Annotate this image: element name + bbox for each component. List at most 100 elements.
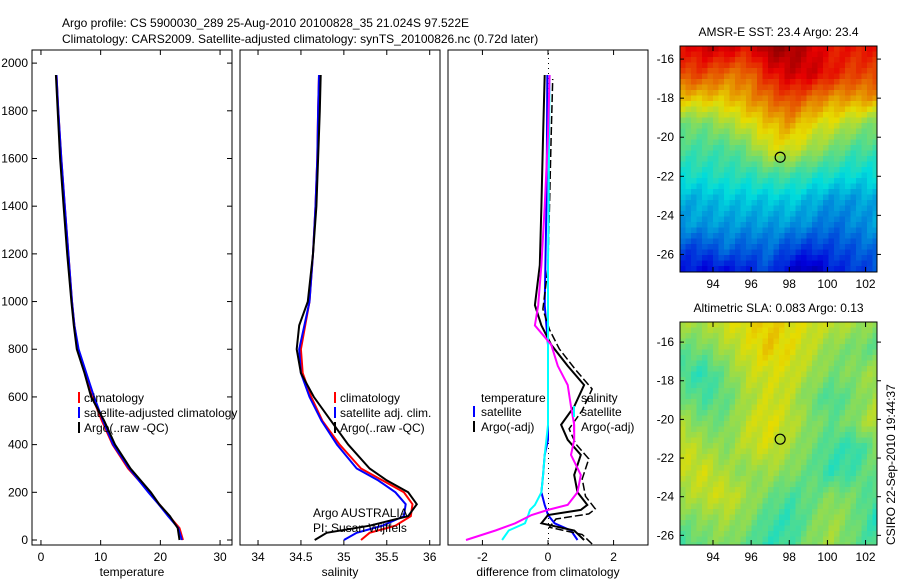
legend-entry: Argo(-adj) xyxy=(481,420,534,434)
heatmap-cell xyxy=(757,189,763,195)
heatmap-cell xyxy=(817,227,824,234)
heatmap-cell xyxy=(828,62,835,69)
heatmap-cell xyxy=(740,377,747,383)
heatmap-cell xyxy=(850,106,857,113)
heatmap-cell xyxy=(707,123,714,129)
heatmap-cell xyxy=(856,255,862,261)
heatmap-cell xyxy=(779,68,785,74)
heatmap-cell xyxy=(696,90,703,96)
heatmap-cell xyxy=(680,470,686,477)
heatmap-cell xyxy=(685,503,692,510)
heatmap-cell xyxy=(856,421,862,427)
heatmap-cell xyxy=(845,322,851,328)
heatmap-cell xyxy=(713,260,719,267)
heatmap-cell xyxy=(856,249,862,256)
heatmap-cell xyxy=(795,382,802,389)
heatmap-cell xyxy=(751,448,758,455)
heatmap-cell xyxy=(801,128,807,135)
heatmap-cell xyxy=(707,520,714,526)
heatmap-cell xyxy=(718,415,725,422)
heatmap-cell xyxy=(779,266,785,272)
heatmap-cell xyxy=(806,90,813,96)
heatmap-cell xyxy=(856,355,862,361)
heatmap-cell xyxy=(740,216,747,223)
heatmap-cell xyxy=(718,404,725,411)
heatmap-cell xyxy=(867,112,873,118)
heatmap-cell xyxy=(768,68,774,74)
heatmap-cell xyxy=(691,227,697,234)
heatmap-cell xyxy=(696,249,703,256)
heatmap-cell xyxy=(735,514,741,521)
heatmap-cell xyxy=(790,227,796,234)
heatmap-cell xyxy=(696,128,703,135)
heatmap-cell xyxy=(757,404,763,411)
heatmap-cell xyxy=(828,150,835,157)
heatmap-cell xyxy=(801,68,807,74)
heatmap-cell xyxy=(762,260,769,267)
heatmap-cell xyxy=(680,377,686,383)
heatmap-cell xyxy=(751,68,758,74)
heatmap-cell xyxy=(834,349,840,356)
heatmap-cell xyxy=(850,167,857,173)
heatmap-cell xyxy=(746,123,752,129)
heatmap-cell xyxy=(779,525,785,532)
heatmap-cell xyxy=(696,222,703,228)
heatmap-cell xyxy=(850,415,857,422)
heatmap-cell xyxy=(795,410,802,416)
heatmap-cell xyxy=(691,79,697,85)
heatmap-cell xyxy=(856,216,862,223)
heatmap-cell xyxy=(740,476,747,482)
heatmap-cell xyxy=(680,200,686,206)
heatmap-cell xyxy=(773,57,780,63)
heatmap-cell xyxy=(839,112,846,118)
heatmap-cell xyxy=(685,415,692,422)
heatmap-cell xyxy=(735,520,741,526)
heatmap-cell xyxy=(740,128,747,135)
heatmap-cell xyxy=(718,249,725,256)
credit-text: CSIRO 22-Sep-2010 19:44:37 xyxy=(884,384,898,545)
heatmap-cell xyxy=(850,249,857,256)
heatmap-cell xyxy=(801,366,807,372)
heatmap-cell xyxy=(812,90,818,96)
heatmap-cell xyxy=(685,123,692,129)
heatmap-cell xyxy=(806,112,813,118)
heatmap-cell xyxy=(828,498,835,504)
heatmap-cell xyxy=(845,266,851,272)
heatmap-cell xyxy=(856,399,862,405)
heatmap-cell xyxy=(856,90,862,96)
heatmap-cell xyxy=(729,360,736,367)
heatmap-cell xyxy=(817,84,824,91)
heatmap-cell xyxy=(867,366,873,372)
heatmap-cell xyxy=(729,178,736,184)
x-tick-label: 100 xyxy=(817,277,837,291)
heatmap-cell xyxy=(718,161,725,168)
heatmap-cell xyxy=(823,382,829,389)
heatmap-cell xyxy=(751,366,758,372)
heatmap-cell xyxy=(740,238,747,245)
heatmap-cell xyxy=(784,476,791,482)
heatmap-cell xyxy=(762,68,769,74)
heatmap-cell xyxy=(751,410,758,416)
heatmap-cell xyxy=(724,338,730,345)
heatmap-cell xyxy=(806,244,813,250)
heatmap-cell xyxy=(861,73,868,80)
heatmap-cell xyxy=(850,514,857,521)
heatmap-cell xyxy=(680,189,686,195)
heatmap-cell xyxy=(702,432,708,438)
x-tick-label: 36 xyxy=(423,550,437,564)
heatmap-cell xyxy=(740,106,747,113)
heatmap-cell xyxy=(834,536,840,543)
heatmap-cell xyxy=(702,481,708,488)
heatmap-cell xyxy=(795,360,802,367)
heatmap-cell xyxy=(790,90,796,96)
heatmap-cell xyxy=(718,498,725,504)
heatmap-cell xyxy=(850,178,857,184)
heatmap-cell xyxy=(757,145,763,151)
heatmap-cell xyxy=(861,128,868,135)
heatmap-cell xyxy=(713,360,719,367)
heatmap-cell xyxy=(845,84,851,91)
heatmap-cell xyxy=(762,388,769,394)
heatmap-cell xyxy=(817,360,824,367)
heatmap-cell xyxy=(817,123,824,129)
heatmap-cell xyxy=(790,492,796,499)
